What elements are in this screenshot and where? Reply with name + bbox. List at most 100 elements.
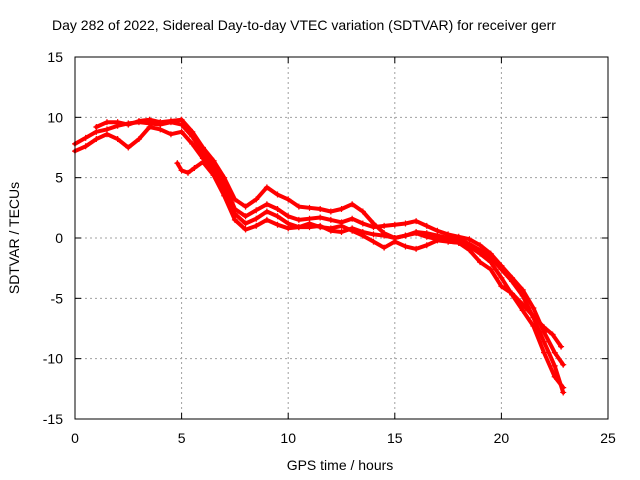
data-point-marker [498,266,505,273]
data-point-marker [560,389,567,396]
data-point-marker [231,196,238,203]
data-point-marker [189,128,196,135]
data-point-marker [242,213,249,220]
x-tick-label: 15 [387,430,403,446]
data-point-marker [434,237,441,244]
data-point-marker [519,307,526,314]
data-point-marker [370,220,377,227]
data-point-marker [285,213,292,220]
data-point-marker [274,221,281,228]
data-point-marker [498,274,505,281]
data-point-marker [519,301,526,308]
y-axis-label: SDTVAR / TECUs [6,182,22,294]
y-tick-label: 0 [55,230,63,246]
data-point-marker [210,172,217,179]
data-point-marker [558,343,565,350]
data-point-marker [541,324,548,331]
y-tick-label: -5 [51,290,64,306]
data-point-marker [391,238,398,245]
data-point-marker [114,119,121,126]
data-point-marker [359,208,366,215]
data-point-marker [349,215,356,222]
data-point-marker [274,206,281,213]
data-point-marker [253,215,260,222]
data-point-marker [263,201,270,208]
data-point-marker [327,225,334,232]
data-point-marker [487,266,494,273]
data-point-marker [551,349,558,356]
data-point-marker [157,126,164,133]
x-tick-label: 0 [71,430,79,446]
data-point-marker [327,216,334,223]
data-point-marker [178,128,185,135]
data-point-marker [285,225,292,232]
data-point-marker [423,222,430,229]
data-point-marker [82,143,89,150]
data-series [72,116,567,396]
x-tick-label: 20 [494,430,510,446]
data-point-marker [530,304,537,311]
data-point-marker [263,208,270,215]
data-point-marker [253,196,260,203]
data-point-marker [242,226,249,233]
data-point-marker [338,206,345,213]
y-tick-label: 5 [55,170,63,186]
data-point-marker [423,230,430,237]
data-point-marker [487,254,494,261]
data-point-marker [306,220,313,227]
data-point-marker [221,192,228,199]
data-point-marker [466,247,473,254]
data-point-marker [242,220,249,227]
y-tick-label: 15 [47,49,63,65]
data-point-marker [125,121,132,128]
data-point-marker [477,259,484,266]
data-point-marker [103,119,110,126]
data-point-marker [146,116,153,123]
data-point-marker [391,221,398,228]
data-point-marker [210,157,217,164]
data-point-marker [370,231,377,238]
data-point-marker [359,232,366,239]
x-tick-label: 25 [600,430,616,446]
data-point-marker [466,241,473,248]
data-point-marker [253,207,260,214]
data-point-marker [338,228,345,235]
data-point-marker [413,228,420,235]
data-point-marker [541,338,548,345]
data-point-marker [498,283,505,290]
data-point-marker [295,203,302,210]
data-point-marker [381,244,388,251]
data-point-marker [125,144,132,151]
series-track-1 [72,119,567,368]
axis-ticks: 0 5 10 15 20 25 -15 -10 -5 0 5 10 15 [43,49,616,446]
series-track-4 [174,158,565,350]
x-axis-label: GPS time / hours [287,457,394,473]
data-point-marker [199,158,206,165]
data-point-marker [509,278,516,285]
data-point-marker [541,349,548,356]
data-point-marker [189,140,196,147]
data-point-marker [423,242,430,249]
data-point-marker [295,216,302,223]
data-point-marker [381,222,388,229]
data-point-marker [253,222,260,229]
data-point-marker [274,213,281,220]
y-tick-label: 10 [47,109,63,125]
data-point-marker [157,119,164,126]
data-point-marker [306,204,313,211]
data-point-marker [221,174,228,181]
data-point-marker [242,203,249,210]
data-point-marker [402,243,409,250]
data-point-marker [135,136,142,143]
data-point-marker [551,362,558,369]
data-point-marker [135,117,142,124]
data-point-marker [455,239,462,246]
data-point-marker [445,238,452,245]
data-point-marker [327,208,334,215]
data-point-marker [167,117,174,124]
data-point-marker [338,222,345,229]
data-point-marker [370,238,377,245]
data-point-marker [509,290,516,297]
